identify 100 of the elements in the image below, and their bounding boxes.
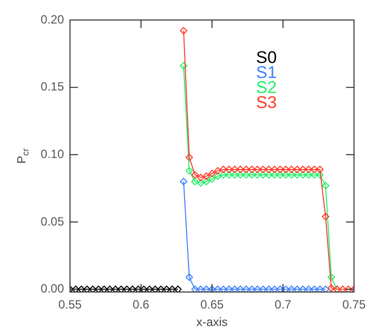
point bbox=[220, 171, 228, 179]
point bbox=[220, 166, 228, 174]
point bbox=[270, 286, 278, 292]
point bbox=[294, 166, 301, 174]
point bbox=[322, 286, 330, 292]
x-tick-label: 0.55 bbox=[58, 298, 82, 312]
point bbox=[117, 286, 125, 292]
x-tick-label: 0.6 bbox=[132, 298, 150, 312]
point bbox=[180, 62, 188, 70]
point bbox=[259, 286, 267, 292]
point bbox=[344, 286, 352, 292]
y-tick-label: 0.20 bbox=[40, 12, 64, 26]
point bbox=[259, 166, 267, 174]
point bbox=[202, 178, 210, 186]
point bbox=[236, 286, 244, 292]
point bbox=[294, 171, 301, 179]
point bbox=[265, 166, 272, 174]
point bbox=[328, 284, 335, 292]
point bbox=[248, 286, 256, 292]
point bbox=[276, 166, 284, 174]
point bbox=[214, 172, 222, 180]
point bbox=[304, 166, 312, 174]
y-tick-label: 0.10 bbox=[40, 146, 64, 161]
point bbox=[83, 286, 91, 292]
point bbox=[225, 286, 233, 292]
point bbox=[100, 286, 108, 292]
point bbox=[304, 171, 312, 179]
point bbox=[140, 286, 148, 292]
point bbox=[186, 154, 193, 162]
point bbox=[202, 286, 210, 292]
point bbox=[299, 166, 307, 174]
point bbox=[94, 286, 102, 292]
point bbox=[259, 171, 267, 179]
point bbox=[191, 286, 199, 292]
point bbox=[316, 171, 324, 179]
point bbox=[78, 286, 86, 292]
point bbox=[214, 286, 222, 292]
point bbox=[89, 286, 96, 292]
point bbox=[316, 166, 324, 174]
point bbox=[174, 286, 182, 292]
point bbox=[282, 166, 290, 174]
point bbox=[231, 286, 238, 292]
point bbox=[128, 286, 136, 292]
point bbox=[196, 174, 204, 182]
point bbox=[242, 166, 250, 174]
point bbox=[254, 166, 262, 174]
point bbox=[186, 273, 193, 281]
point bbox=[191, 178, 199, 186]
point bbox=[157, 286, 165, 292]
point bbox=[248, 166, 256, 174]
point bbox=[168, 286, 176, 292]
point bbox=[236, 166, 244, 174]
point bbox=[294, 286, 301, 292]
point bbox=[304, 286, 312, 292]
point bbox=[310, 171, 318, 179]
point bbox=[72, 286, 80, 292]
point bbox=[134, 286, 142, 292]
y-tick-label: 0.00 bbox=[40, 282, 64, 296]
point bbox=[231, 166, 238, 174]
point bbox=[180, 178, 188, 186]
point bbox=[106, 286, 114, 292]
point bbox=[322, 182, 330, 190]
x-tick-label: 0.7 bbox=[274, 298, 292, 312]
y-tick-label: 0.05 bbox=[40, 214, 64, 228]
point bbox=[254, 286, 262, 292]
point bbox=[220, 286, 228, 292]
point bbox=[180, 27, 188, 34]
point bbox=[299, 171, 307, 179]
point bbox=[270, 166, 278, 174]
point bbox=[322, 212, 330, 220]
point bbox=[214, 167, 222, 175]
point bbox=[208, 286, 216, 292]
point bbox=[248, 171, 256, 179]
point bbox=[225, 171, 233, 179]
point bbox=[288, 166, 296, 174]
point bbox=[208, 170, 216, 178]
point bbox=[202, 172, 210, 180]
y-axis-title: Pcr bbox=[14, 148, 30, 164]
point bbox=[236, 171, 244, 179]
point bbox=[146, 286, 154, 292]
point bbox=[338, 286, 346, 292]
y-tick-label: 0.15 bbox=[40, 80, 64, 94]
point bbox=[288, 286, 296, 292]
point bbox=[270, 171, 278, 179]
point bbox=[316, 286, 324, 292]
x-tick-label: 0.75 bbox=[342, 298, 366, 312]
point bbox=[276, 171, 284, 179]
point bbox=[328, 273, 335, 281]
x-axis-title: x-axis bbox=[196, 315, 228, 330]
x-tick-label: 0.65 bbox=[200, 298, 224, 312]
point bbox=[225, 166, 233, 174]
point bbox=[254, 171, 262, 179]
point bbox=[162, 286, 170, 292]
point bbox=[282, 171, 290, 179]
point bbox=[276, 286, 284, 292]
point bbox=[310, 166, 318, 174]
point bbox=[242, 286, 250, 292]
point bbox=[288, 171, 296, 179]
point bbox=[186, 167, 193, 175]
point bbox=[196, 286, 204, 292]
